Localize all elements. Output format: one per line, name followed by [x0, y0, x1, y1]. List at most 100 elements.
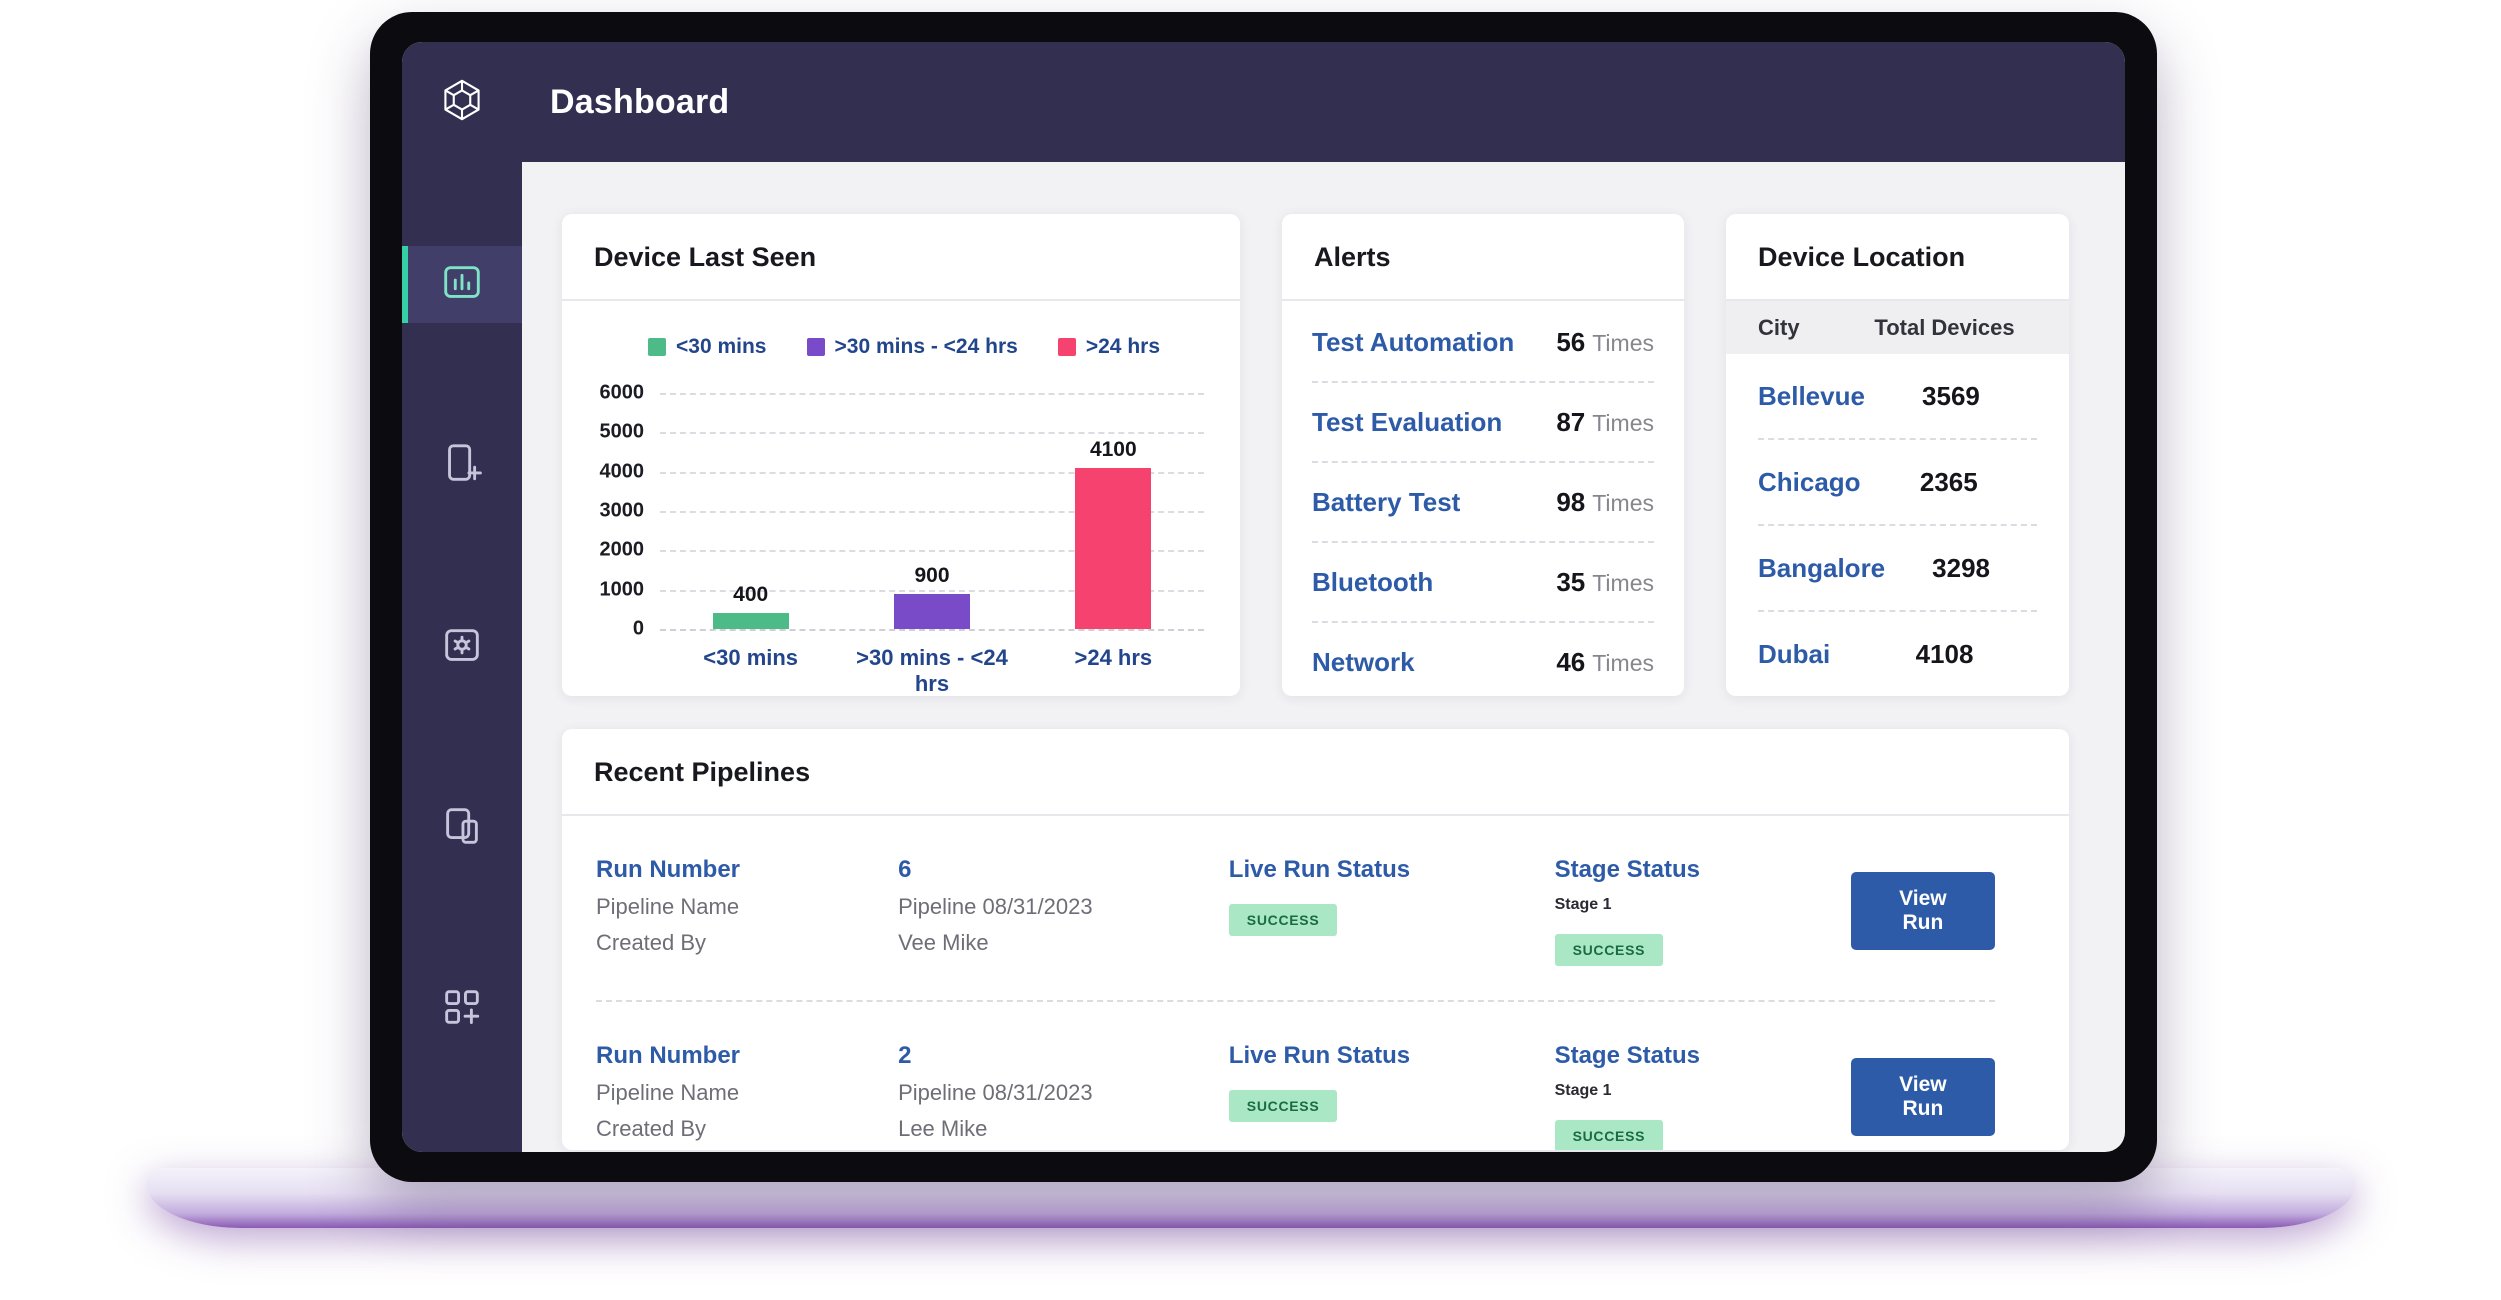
laptop-frame: Dashboard	[370, 12, 2157, 1182]
alert-label[interactable]: Bluetooth	[1312, 566, 1434, 597]
pipeline-meta-values: 6 Pipeline 08/31/2023 Vee Mike	[898, 856, 1229, 956]
table-row: Bangalore 3298	[1758, 526, 2037, 612]
alert-count-unit: Times	[1592, 409, 1654, 436]
sidebar-item-add-device[interactable]	[402, 427, 522, 504]
alert-row: Battery Test 98 Times	[1312, 463, 1654, 543]
alert-count: 46 Times	[1556, 647, 1654, 678]
total-devices-value: 4108	[1915, 638, 1974, 669]
x-tick: >30 mins - <24 hrs	[856, 645, 1008, 696]
live-run-status-cell: Live Run Status SUCCESS	[1228, 1042, 1555, 1122]
bar-over-24hrs[interactable]	[1075, 467, 1152, 629]
legend-swatch-purple	[806, 338, 825, 356]
city-link[interactable]: Chicago	[1758, 466, 1861, 497]
y-tick: 4000	[599, 460, 645, 483]
device-last-seen-title: Device Last Seen	[562, 214, 1240, 301]
alert-row: Test Evaluation 87 Times	[1312, 383, 1654, 463]
pipeline-meta-values: 2 Pipeline 08/31/2023 Lee Mike	[898, 1042, 1229, 1142]
live-run-status-badge: SUCCESS	[1228, 904, 1338, 936]
alert-row: Bluetooth 35 Times	[1312, 543, 1654, 623]
device-location-table-header: City Total Devices	[1726, 301, 2069, 354]
alert-label[interactable]: Test Automation	[1312, 326, 1515, 357]
pipeline-row: Run Number Pipeline Name Created By 6 Pi…	[596, 816, 1995, 1002]
alert-count: 87 Times	[1556, 407, 1654, 438]
run-number-value[interactable]: 2	[898, 1042, 912, 1069]
column-header-total-devices: Total Devices	[1874, 314, 2015, 340]
alert-count-number: 87	[1556, 406, 1586, 437]
alert-count-unit: Times	[1592, 489, 1654, 516]
x-tick: >24 hrs	[1074, 645, 1153, 670]
live-run-status-badge: SUCCESS	[1228, 1090, 1338, 1122]
stage-name: Stage 1	[1554, 896, 1612, 913]
apps-add-icon	[439, 984, 485, 1035]
total-devices-value: 3569	[1922, 380, 1980, 411]
alert-count-number: 98	[1556, 486, 1586, 517]
app-window: Dashboard	[402, 42, 2125, 1152]
legend-item-over-24hrs[interactable]: >24 hrs	[1057, 335, 1160, 359]
main-content: Device Last Seen <30 mins >30 mins - <24…	[522, 162, 2125, 1152]
run-number-value[interactable]: 6	[898, 856, 912, 883]
alert-count-number: 35	[1556, 566, 1586, 597]
bar-30min-24hr[interactable]	[893, 593, 970, 629]
legend-item-30min-24hr[interactable]: >30 mins - <24 hrs	[806, 335, 1018, 359]
sidebar-item-devices[interactable]	[402, 790, 522, 867]
pipeline-name-label: Pipeline Name	[596, 894, 740, 919]
pipeline-name-label: Pipeline Name	[596, 1080, 740, 1105]
bar-under-30-mins[interactable]	[712, 613, 789, 629]
chart-plot-area: 400 900 4100	[660, 393, 1204, 631]
alert-count: 56 Times	[1556, 327, 1654, 358]
chart-x-axis: <30 mins >30 mins - <24 hrs >24 hrs	[660, 645, 1204, 696]
pipeline-name-value: Pipeline 08/31/2023	[898, 1080, 1093, 1105]
alert-count-number: 46	[1556, 646, 1586, 677]
city-link[interactable]: Bangalore	[1758, 552, 1886, 583]
bar-value-label: 4100	[1089, 437, 1137, 461]
pipeline-action-cell: View Run	[1850, 856, 1995, 950]
city-link[interactable]: Bellevue	[1758, 380, 1865, 411]
top-bar: Dashboard	[402, 42, 2125, 162]
brand-logo[interactable]	[402, 77, 522, 128]
view-run-button[interactable]: View Run	[1850, 1058, 1995, 1136]
alert-count-unit: Times	[1592, 649, 1654, 676]
sidebar	[402, 162, 522, 1152]
add-device-icon	[439, 440, 485, 491]
legend-swatch-pink	[1057, 338, 1076, 356]
device-last-seen-card: Device Last Seen <30 mins >30 mins - <24…	[562, 214, 1240, 696]
device-settings-icon	[439, 622, 485, 673]
alert-count: 35 Times	[1556, 567, 1654, 598]
alert-row: Test Automation 56 Times	[1312, 303, 1654, 383]
sidebar-item-device-settings[interactable]	[402, 608, 522, 685]
page-title: Dashboard	[550, 82, 730, 121]
devices-icon	[439, 803, 485, 854]
legend-swatch-green	[648, 338, 666, 356]
legend-label: >30 mins - <24 hrs	[834, 335, 1018, 358]
y-tick: 3000	[599, 499, 645, 522]
stage-status-cell: Stage Status Stage 1 SUCCESS	[1554, 856, 1851, 966]
total-devices-value: 3298	[1932, 552, 1990, 583]
pipelines-list: Run Number Pipeline Name Created By 6 Pi…	[562, 816, 2069, 1150]
alert-label[interactable]: Battery Test	[1312, 486, 1461, 517]
stage-status-cell: Stage Status Stage 1 SUCCESS	[1554, 1042, 1851, 1150]
alert-label[interactable]: Test Evaluation	[1312, 406, 1503, 437]
chart-legend: <30 mins >30 mins - <24 hrs >24 hrs	[582, 319, 1204, 359]
alert-label[interactable]: Network	[1312, 646, 1415, 677]
city-link[interactable]: Dubai	[1758, 638, 1831, 669]
bar-group-over-24hrs: 4100	[1023, 393, 1204, 629]
bar-value-label: 400	[733, 583, 769, 607]
created-by-label: Created By	[596, 930, 707, 955]
table-row: Chicago 2365	[1758, 440, 2037, 526]
created-by-value: Lee Mike	[898, 1116, 988, 1141]
y-tick: 6000	[599, 381, 645, 404]
legend-item-under-30-mins[interactable]: <30 mins	[648, 335, 766, 359]
y-tick: 2000	[599, 538, 645, 561]
sidebar-item-dashboard[interactable]	[402, 246, 522, 324]
chart-y-axis: 6000 5000 4000 3000 2000 1000 0	[582, 382, 660, 640]
live-run-status-label: Live Run Status	[1228, 1042, 1411, 1069]
view-run-button[interactable]: View Run	[1850, 872, 1995, 950]
alert-count-unit: Times	[1592, 329, 1654, 356]
table-row: Dubai 4108	[1758, 612, 2037, 696]
pipeline-name-value: Pipeline 08/31/2023	[898, 894, 1093, 919]
device-location-table: Bellevue 3569 Chicago 2365 Bangalore 329…	[1726, 354, 2069, 696]
sidebar-item-apps[interactable]	[402, 971, 522, 1048]
alerts-card: Alerts Test Automation 56 Times Test Eval…	[1282, 214, 1684, 696]
run-number-label: Run Number	[596, 1042, 740, 1069]
dashboard-chart-icon	[439, 259, 485, 310]
